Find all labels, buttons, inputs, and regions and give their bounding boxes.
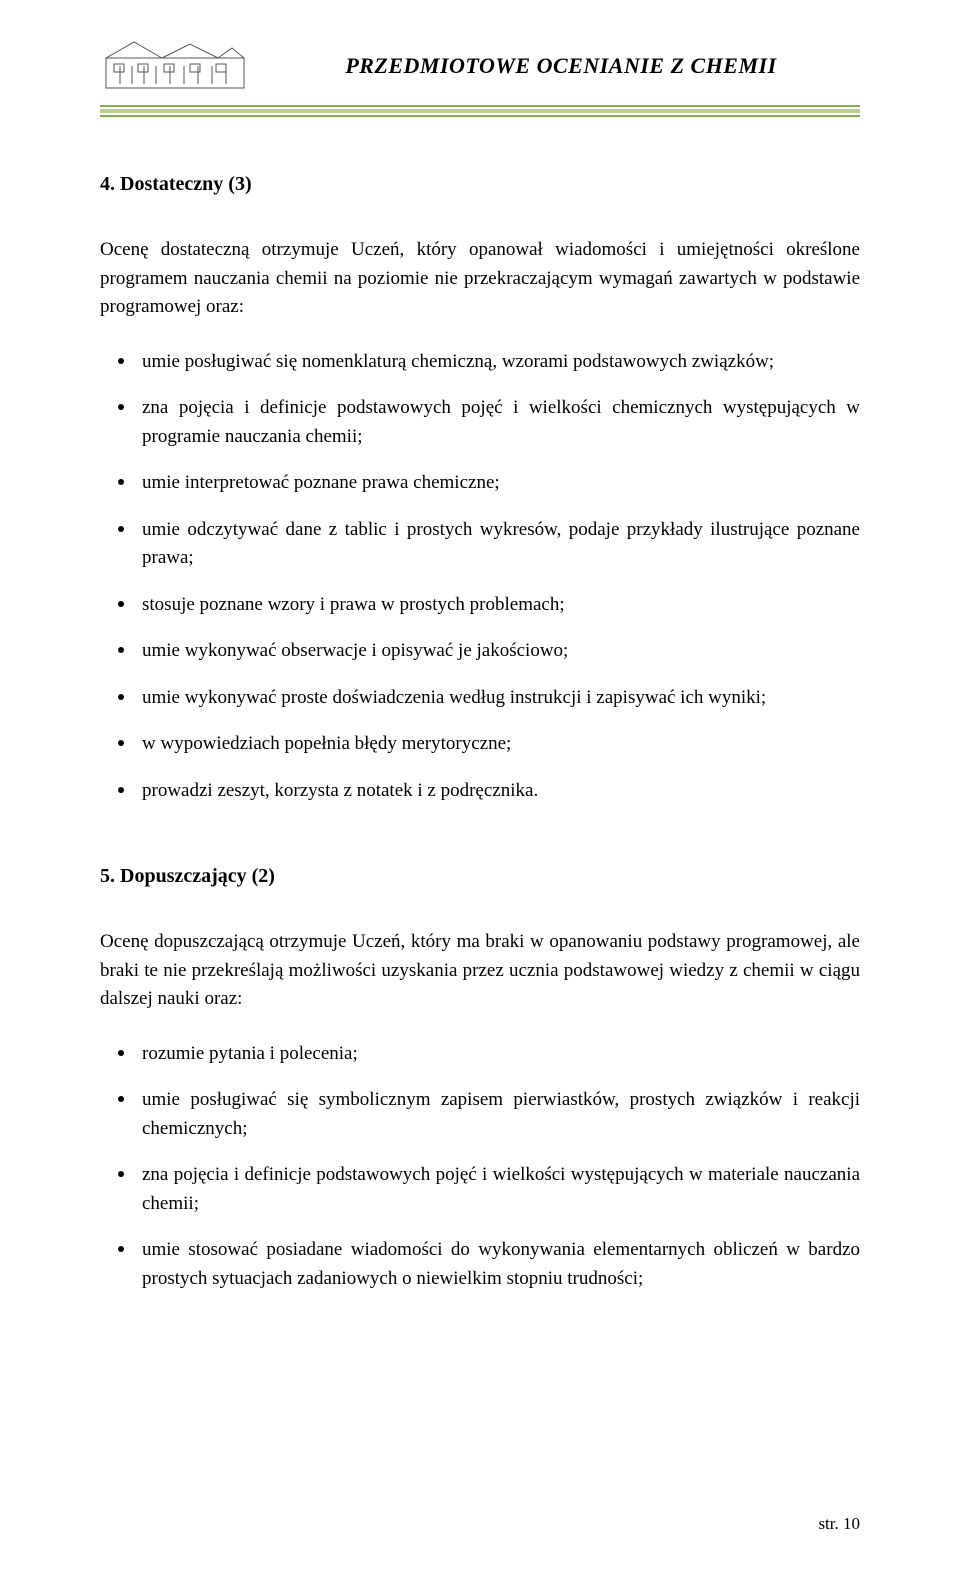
list-item: umie posługiwać się symbolicznym zapisem… bbox=[100, 1086, 860, 1143]
section-intro: Ocenę dostateczną otrzymuje Uczeń, który… bbox=[100, 236, 860, 322]
header: PRZEDMIOTOWE OCENIANIE Z CHEMII bbox=[100, 32, 860, 99]
list-item: umie interpretować poznane prawa chemicz… bbox=[100, 469, 860, 498]
building-logo bbox=[100, 32, 250, 99]
page: PRZEDMIOTOWE OCENIANIE Z CHEMII 4. Dosta… bbox=[0, 0, 960, 1570]
section-intro: Ocenę dopuszczającą otrzymuje Uczeń, któ… bbox=[100, 928, 860, 1014]
list-item: umie wykonywać proste doświadczenia wedł… bbox=[100, 684, 860, 713]
list-item: umie odczytywać dane z tablic i prostych… bbox=[100, 516, 860, 573]
list-item: umie posługiwać się nomenklaturą chemicz… bbox=[100, 348, 860, 377]
bullet-list: umie posługiwać się nomenklaturą chemicz… bbox=[100, 348, 860, 806]
page-title: PRZEDMIOTOWE OCENIANIE Z CHEMII bbox=[262, 53, 860, 79]
section-heading: 4. Dostateczny (3) bbox=[100, 173, 860, 196]
list-item: zna pojęcia i definicje podstawowych poj… bbox=[100, 394, 860, 451]
bullet-list: rozumie pytania i polecenia; umie posług… bbox=[100, 1040, 860, 1294]
section-4-dostateczny: 4. Dostateczny (3) Ocenę dostateczną otr… bbox=[100, 173, 860, 805]
section-heading: 5. Dopuszczający (2) bbox=[100, 865, 860, 888]
list-item: prowadzi zeszyt, korzysta z notatek i z … bbox=[100, 777, 860, 806]
list-item: w wypowiedziach popełnia błędy merytoryc… bbox=[100, 730, 860, 759]
list-item: umie wykonywać obserwacje i opisywać je … bbox=[100, 637, 860, 666]
header-rule-inner bbox=[100, 109, 860, 113]
list-item: rozumie pytania i polecenia; bbox=[100, 1040, 860, 1069]
list-item: stosuje poznane wzory i prawa w prostych… bbox=[100, 591, 860, 620]
header-rule bbox=[100, 105, 860, 117]
section-5-dopuszczajacy: 5. Dopuszczający (2) Ocenę dopuszczającą… bbox=[100, 865, 860, 1293]
list-item: zna pojęcia i definicje podstawowych poj… bbox=[100, 1161, 860, 1218]
list-item: umie stosować posiadane wiadomości do wy… bbox=[100, 1236, 860, 1293]
page-number: str. 10 bbox=[818, 1514, 860, 1534]
